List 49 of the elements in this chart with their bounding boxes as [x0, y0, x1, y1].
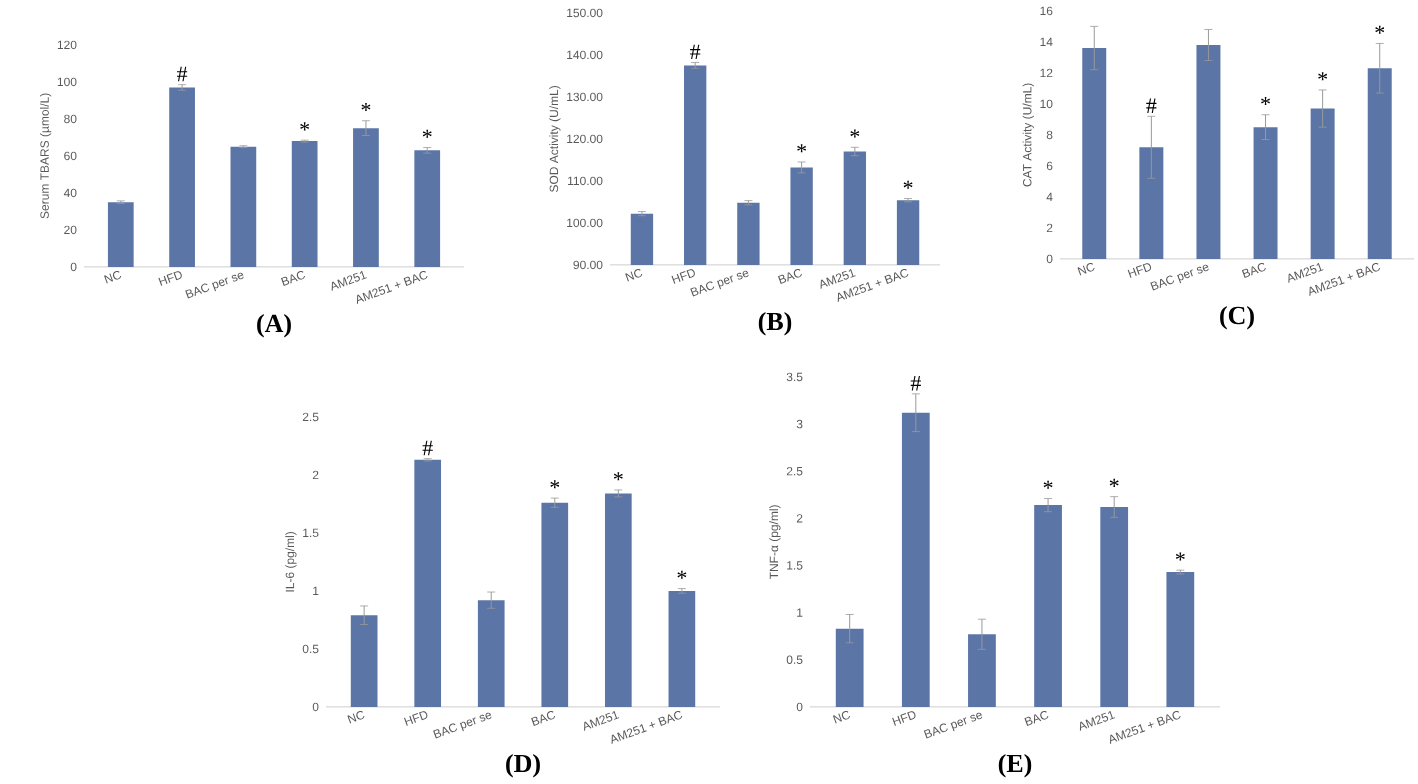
- annotation: #: [422, 440, 433, 456]
- bar: [1196, 44, 1221, 259]
- text: (E): [998, 753, 1032, 778]
- text: (C): [1220, 305, 1254, 330]
- annotation: *: [1318, 72, 1328, 81]
- annotation: *: [797, 144, 807, 153]
- bar: [1100, 506, 1129, 707]
- annotation: *: [903, 180, 913, 189]
- bar: [107, 202, 134, 267]
- bar: [230, 146, 257, 267]
- annotation: *: [422, 129, 432, 138]
- bar: [353, 128, 379, 267]
- bar: [414, 459, 442, 707]
- bar: [1253, 127, 1278, 259]
- bar: [169, 87, 195, 267]
- bar: [541, 502, 569, 707]
- annotation: *: [1261, 96, 1270, 105]
- annotation: *: [1109, 478, 1119, 487]
- annotation: *: [1175, 552, 1185, 561]
- bar: [901, 412, 930, 707]
- annotation: *: [613, 472, 623, 481]
- bar: [1082, 48, 1107, 259]
- annotation: *: [1375, 25, 1385, 34]
- annotation: *: [1043, 480, 1053, 489]
- bar: [1139, 147, 1164, 259]
- annotation: *: [361, 102, 371, 111]
- text: (B): [758, 311, 792, 336]
- annotation: *: [300, 122, 310, 131]
- text: (A): [257, 313, 291, 338]
- text: (D): [506, 753, 540, 778]
- bar: [1166, 571, 1195, 707]
- bar: [414, 150, 441, 267]
- annotation: #: [1146, 98, 1157, 113]
- bar: [1310, 108, 1335, 259]
- bar: [968, 634, 996, 707]
- annotation: #: [176, 66, 188, 82]
- bar: [668, 590, 696, 707]
- annotation: #: [910, 375, 921, 391]
- annotation: *: [850, 129, 860, 138]
- bar: [1367, 68, 1392, 259]
- bar: [291, 141, 318, 267]
- annotation: #: [690, 44, 701, 59]
- bar: [477, 600, 505, 707]
- annotation: *: [550, 480, 560, 489]
- bar: [1034, 505, 1062, 707]
- bar: [350, 615, 378, 707]
- annotation: *: [677, 570, 687, 579]
- bar: [604, 493, 632, 707]
- bar: [835, 628, 864, 707]
